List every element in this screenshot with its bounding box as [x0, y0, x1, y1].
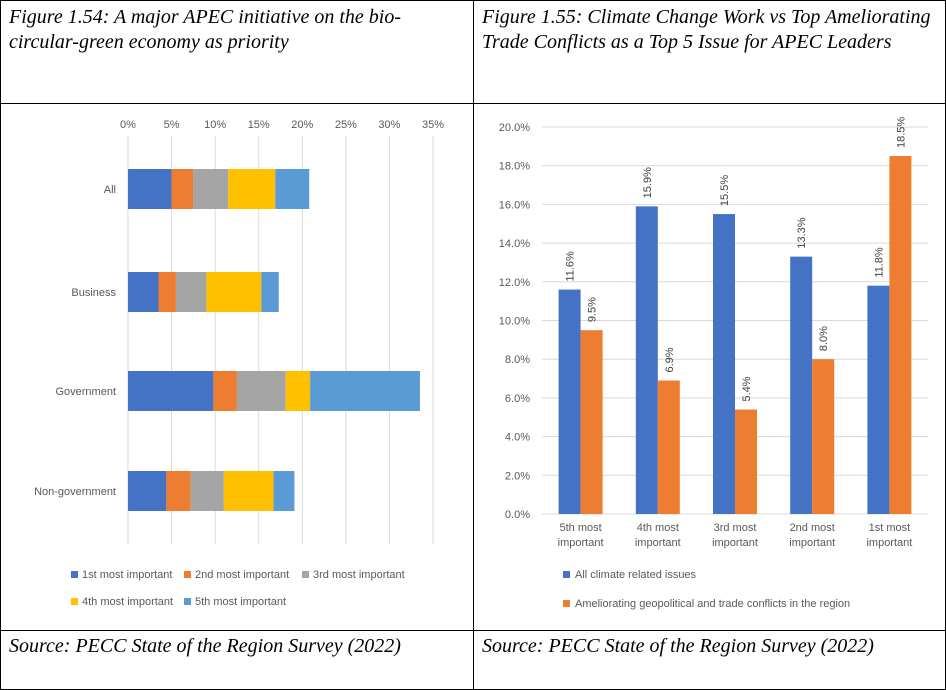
x-tick-label: 10% [204, 119, 226, 131]
data-label: 11.8% [873, 247, 885, 278]
legend-swatch [563, 571, 570, 578]
bar [558, 289, 581, 514]
x-tick-label: 20% [291, 119, 313, 131]
bar-segment [166, 471, 191, 511]
category-label: Government [55, 386, 116, 398]
x-tick-label: 0% [120, 119, 136, 131]
y-tick-label: 12.0% [499, 277, 530, 289]
bar-segment [175, 272, 207, 312]
right-source-cell: Source: PECC State of the Region Survey … [473, 630, 946, 690]
x-tick-label: 15% [248, 119, 270, 131]
category-label: 4th most [637, 522, 679, 534]
y-tick-label: 4.0% [505, 432, 530, 444]
legend-label: 3rd most important [313, 569, 405, 581]
data-label: 8.0% [818, 326, 830, 351]
legend-swatch [184, 598, 191, 605]
data-label: 9.5% [587, 297, 599, 322]
bar [812, 359, 835, 514]
legend-label: 5th most important [195, 596, 286, 608]
legend-swatch [71, 571, 78, 578]
figure-1-54-caption: Figure 1.54: A major APEC initiative on … [9, 6, 402, 53]
bar-segment [171, 169, 194, 209]
bar [713, 214, 735, 514]
right-chart-cell: 0.0% 2.0% 4.0% 6.0% 8.0% 10.0% 12.0% 14.0% 16.0%… [473, 103, 946, 631]
bar-segment [273, 471, 295, 511]
left-chart-cell: 0% 5% 10% 15% 20% 25% 30% 35% All Business Governm… [0, 103, 474, 631]
bar-segment [128, 371, 214, 411]
data-label: 13.3% [796, 217, 808, 248]
category-label: 2nd most [790, 522, 835, 534]
x-tick-label: 5% [164, 119, 180, 131]
y-tick-label: 10.0% [499, 316, 530, 328]
bar [790, 256, 813, 514]
legend-label: 2nd most important [195, 569, 289, 581]
legend-swatch [184, 571, 191, 578]
bar [580, 330, 603, 514]
bar-segment [206, 272, 262, 312]
bar [635, 206, 658, 514]
y-tick-label: 14.0% [499, 238, 530, 250]
category-label: important [866, 537, 912, 549]
left-source-text: Source: PECC State of the Region Survey … [9, 635, 401, 657]
figure-1-55-caption: Figure 1.55: Climate Change Work vs Top … [482, 6, 931, 53]
category-label: Business [71, 287, 116, 299]
bar [867, 285, 890, 514]
bar-segment [285, 371, 311, 411]
data-label: 18.5% [895, 117, 907, 148]
legend-swatch [71, 598, 78, 605]
bar [889, 156, 912, 514]
y-tick-label: 6.0% [505, 393, 530, 405]
x-tick-label: 30% [378, 119, 400, 131]
bar-segment [236, 371, 286, 411]
bar-segment [190, 471, 224, 511]
category-label: 3rd most [714, 522, 757, 534]
legend-label: All climate related issues [575, 569, 697, 581]
bar-segment [158, 272, 176, 312]
y-tick-label: 0.0% [505, 509, 530, 521]
y-tick-label: 2.0% [505, 470, 530, 482]
left-caption-cell: Figure 1.54: A major APEC initiative on … [0, 0, 474, 104]
bar-segment [193, 169, 229, 209]
x-tick-label: 25% [335, 119, 357, 131]
category-label: All [104, 184, 116, 196]
bar-segment [228, 169, 276, 209]
y-tick-label: 20.0% [499, 122, 530, 134]
category-label: important [558, 537, 604, 549]
bar-segment [223, 471, 274, 511]
data-label: 6.9% [664, 347, 676, 372]
data-label: 5.4% [741, 376, 753, 401]
bar-segment [310, 371, 420, 411]
legend-label: 4th most important [82, 596, 173, 608]
data-label: 15.5% [719, 175, 731, 206]
bar-segment [128, 272, 159, 312]
bar-segment [261, 272, 279, 312]
y-tick-label: 8.0% [505, 354, 530, 366]
data-label: 15.9% [642, 167, 654, 198]
bar [657, 380, 680, 514]
x-tick-label: 35% [422, 119, 444, 131]
category-label: 5th most [560, 522, 602, 534]
legend-swatch [302, 571, 309, 578]
stacked-bar-chart: 0% 5% 10% 15% 20% 25% 30% 35% All Business Governm… [34, 119, 444, 608]
legend-swatch [563, 600, 570, 607]
category-label: important [789, 537, 835, 549]
y-tick-label: 18.0% [499, 161, 530, 173]
grouped-bar-chart: 0.0% 2.0% 4.0% 6.0% 8.0% 10.0% 12.0% 14.0% 16.0%… [499, 117, 928, 610]
bar-segment [275, 169, 310, 209]
legend-label: Ameliorating geopolitical and trade conf… [575, 598, 850, 610]
category-label: Non-government [34, 486, 116, 498]
data-label: 11.6% [565, 251, 577, 282]
legend-label: 1st most important [82, 569, 172, 581]
category-label: important [635, 537, 681, 549]
y-tick-label: 16.0% [499, 199, 530, 211]
right-caption-cell: Figure 1.55: Climate Change Work vs Top … [473, 0, 946, 104]
bar [735, 409, 757, 514]
category-label: 1st most [869, 522, 911, 534]
bar-segment [213, 371, 237, 411]
bar-segment [128, 169, 172, 209]
right-source-text: Source: PECC State of the Region Survey … [482, 635, 874, 657]
category-label: important [712, 537, 758, 549]
bar-segment [128, 471, 167, 511]
left-source-cell: Source: PECC State of the Region Survey … [0, 630, 474, 690]
